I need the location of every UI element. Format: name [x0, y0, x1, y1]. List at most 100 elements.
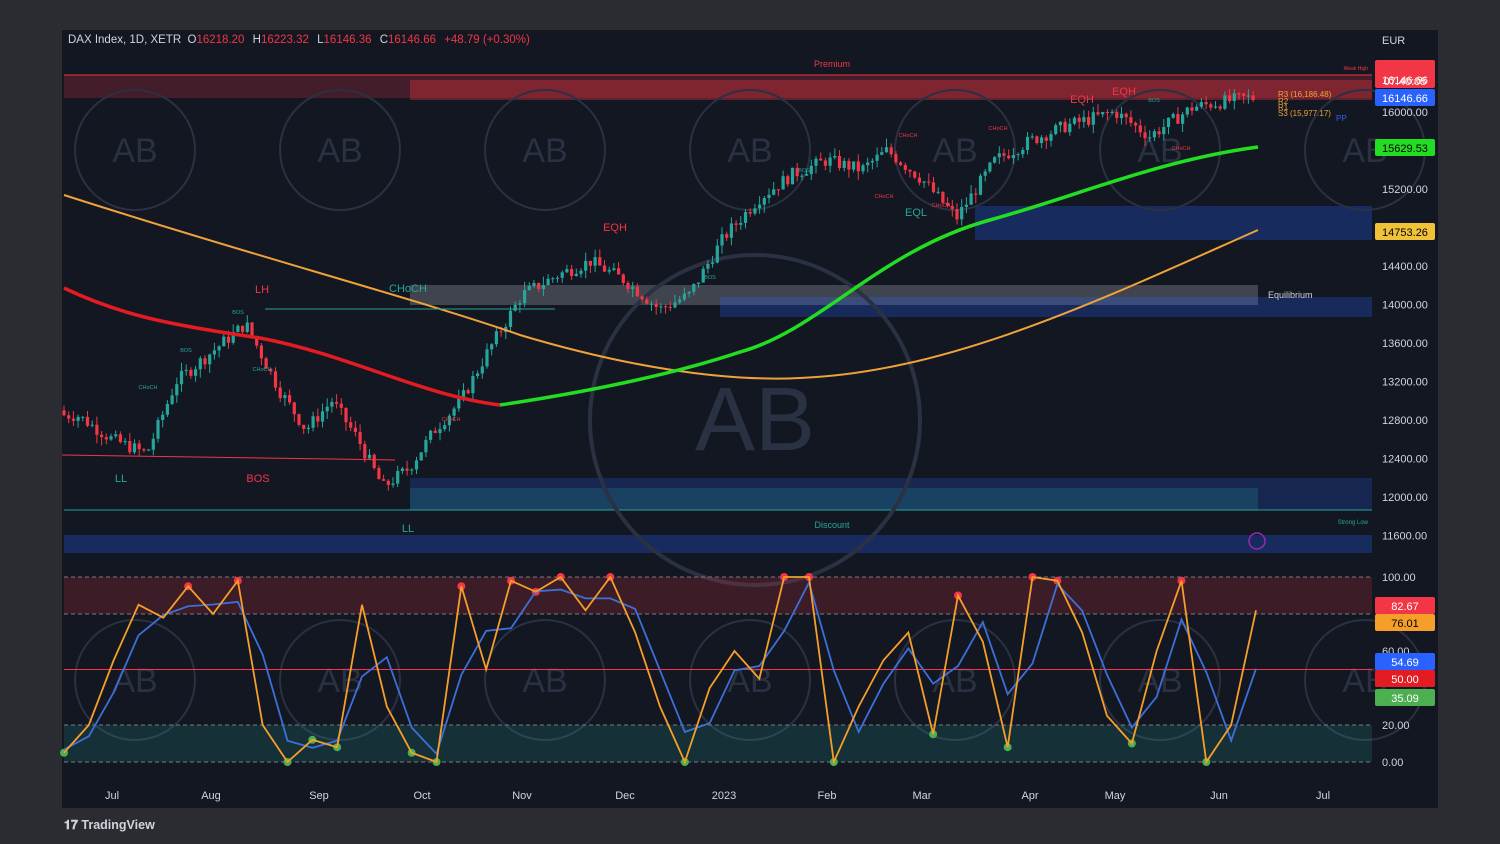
candle-body: [1035, 136, 1039, 144]
candle-body: [767, 194, 771, 198]
candle-body: [654, 303, 658, 307]
candle-body: [626, 282, 630, 289]
last-price-badge: 16146.66: [1382, 75, 1428, 87]
candle-body: [1021, 149, 1025, 155]
candle-body: [762, 197, 766, 205]
x-tick: Apr: [1021, 790, 1038, 802]
candle-body: [532, 282, 536, 286]
candle-body: [523, 290, 527, 304]
alert-icon: [1248, 532, 1266, 550]
candle-body: [297, 414, 301, 425]
candle-body: [396, 470, 400, 484]
candle-body: [640, 296, 644, 300]
candle-body: [828, 157, 832, 166]
candle-body: [443, 425, 447, 430]
candle-body: [1185, 107, 1189, 115]
candle-body: [612, 268, 616, 270]
x-tick: Feb: [818, 790, 837, 802]
candle-body: [908, 169, 912, 172]
watermark-text-1: AB: [317, 132, 362, 170]
candle-body: [471, 375, 475, 394]
candle-body: [960, 206, 964, 220]
candle-body: [964, 204, 968, 207]
osc-tick: 0.00: [1382, 757, 1403, 769]
candle-body: [711, 262, 715, 264]
candle-body: [936, 191, 940, 193]
candle-body: [884, 147, 889, 153]
demand-block-upper: [975, 206, 1372, 240]
candle-body: [621, 274, 625, 283]
watermark-text-2: AB: [522, 132, 567, 170]
candle-body: [748, 212, 752, 214]
pivot-label-3: S3 (15,977.17): [1278, 109, 1331, 118]
candle-body: [208, 354, 212, 365]
ohlc-legend: DAX Index, 1D, XETR O16218.20 H16223.32 …: [68, 34, 530, 46]
pivot-label-4: PP: [1336, 114, 1347, 123]
candle-body: [988, 162, 992, 172]
candle-body: [579, 270, 583, 274]
x-tick: Jul: [1316, 790, 1330, 802]
candle-body: [734, 223, 738, 225]
candle-body: [447, 415, 451, 426]
candle-body: [433, 430, 437, 434]
small-label-5: CHoCH: [139, 385, 158, 391]
candle-body: [1181, 114, 1185, 124]
candle-body: [814, 158, 818, 166]
candle-body: [1105, 111, 1109, 114]
candle-body: [673, 302, 677, 308]
candle-body: [67, 415, 71, 419]
candle-body: [1007, 155, 1011, 159]
candle-body: [184, 369, 188, 371]
candle-body: [696, 282, 701, 284]
x-tick: Dec: [615, 790, 635, 802]
candle-body: [903, 165, 907, 170]
candle-body: [1218, 106, 1222, 109]
candle-body: [875, 154, 879, 161]
tradingview-logo[interactable]: 𝟏𝟕 TradingView: [64, 818, 155, 832]
candle-body: [391, 483, 395, 485]
candle-body: [790, 167, 795, 185]
small-label-7: CHoCH: [442, 417, 461, 423]
order-block: [410, 488, 1258, 510]
osc-d-line: [63, 580, 1257, 756]
candle-body: [222, 336, 226, 347]
candle-body: [320, 411, 325, 422]
structure-label-1: LL: [115, 473, 127, 485]
premium-label: Premium: [814, 59, 850, 69]
watermark-badge-9: [484, 619, 606, 741]
price-tick: 16000.00: [1382, 107, 1428, 119]
candle-body: [678, 299, 682, 303]
candle-body: [565, 269, 569, 273]
candle-body: [156, 419, 160, 439]
osc-tick: 100.00: [1382, 572, 1416, 584]
candle-body: [372, 454, 376, 469]
candle-body: [316, 416, 320, 422]
candle-body: [941, 191, 945, 203]
osc-k-badge-bg: [1375, 597, 1435, 614]
candle-body: [739, 222, 743, 225]
candle-body: [203, 358, 207, 365]
candle-body: [974, 193, 978, 195]
candle-body: [1063, 121, 1067, 133]
candle-body: [1204, 102, 1208, 105]
candle-body: [786, 176, 790, 185]
candle-body: [264, 358, 268, 369]
candle-body: [570, 269, 574, 276]
close-value: 16146.66: [388, 34, 436, 46]
candle-body: [870, 160, 874, 163]
candle-body: [353, 427, 357, 433]
symbol-title: DAX Index, 1D, XETR: [68, 34, 182, 46]
candle-body: [1213, 106, 1218, 108]
watermark-badge-4: [894, 89, 1016, 211]
structure-label-2: BOS: [246, 473, 269, 485]
candle-body: [414, 460, 419, 470]
candle-body: [889, 147, 893, 155]
candle-body: [259, 345, 263, 359]
countdown-badge: 07:40:05: [1384, 76, 1427, 88]
candle-body: [541, 285, 545, 290]
candle-body: [950, 205, 954, 210]
candle-body: [546, 278, 550, 286]
candle-body: [715, 245, 719, 263]
watermark-text-9: AB: [522, 662, 567, 700]
